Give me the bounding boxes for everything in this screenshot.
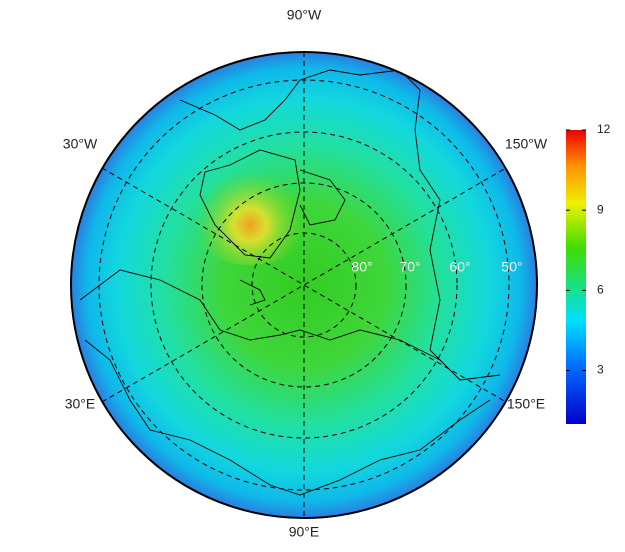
longitude-label: 90°E	[289, 524, 320, 540]
longitude-label: 30°W	[63, 136, 98, 152]
colorbar	[566, 130, 586, 424]
longitude-label: 150°E	[507, 396, 545, 412]
longitude-label: 30°E	[65, 396, 96, 412]
longitude-label: 90°W	[287, 7, 322, 23]
latitude-label: 70°	[399, 259, 420, 275]
map-border	[70, 51, 538, 519]
colorbar-tick-label: 9	[597, 202, 604, 216]
latitude-label: 60°	[449, 259, 470, 275]
graticule	[98, 52, 510, 518]
latitude-label: 50°	[501, 259, 522, 275]
longitude-label: 150°W	[505, 136, 548, 152]
latitude-label: 80°	[351, 259, 372, 275]
colorbar-tick-label: 6	[597, 283, 604, 297]
data-field	[71, 52, 537, 518]
coastlines	[79, 69, 501, 496]
colorbar-tick-label: 3	[597, 363, 604, 377]
colorbar-tick-label: 12	[597, 122, 611, 136]
